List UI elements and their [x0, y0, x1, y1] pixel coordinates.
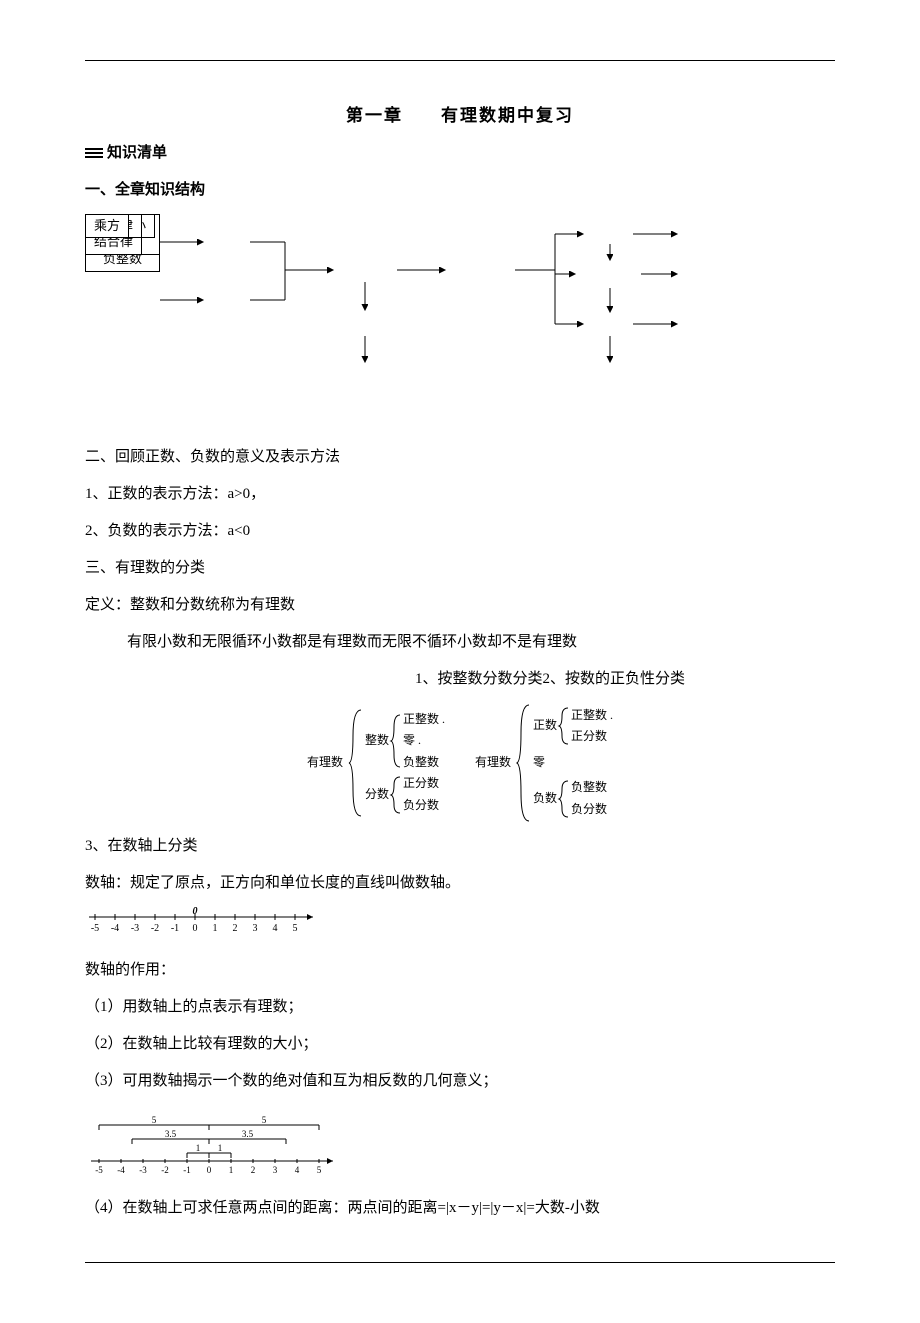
number-line-svg: -5 -4 -3 -2 -1 0 1 2 3 4 5 0	[85, 907, 325, 937]
s2-line1: 1、正数的表示方法：a>0，	[85, 481, 835, 508]
brace-pos: 正数	[533, 715, 557, 737]
knowledge-header: 知识清单	[85, 140, 835, 167]
svg-text:5: 5	[317, 1165, 322, 1175]
definition: 定义：整数和分数统称为有理数	[85, 592, 835, 619]
svg-text:-1: -1	[171, 923, 179, 934]
svg-text:-2: -2	[151, 923, 159, 934]
brace-int: 整数	[365, 730, 389, 752]
brace-int-neg: 负整数	[403, 752, 445, 774]
svg-text:-3: -3	[139, 1165, 147, 1175]
brace-neg-int: 负整数	[571, 777, 607, 799]
svg-text:0: 0	[193, 907, 198, 917]
flow-box-pow: 乘方	[85, 214, 129, 239]
svg-text:-5: -5	[95, 1165, 103, 1175]
svg-text:4: 4	[295, 1165, 300, 1175]
brace-frac: 分数	[365, 784, 389, 806]
svg-text:3.5: 3.5	[165, 1129, 177, 1139]
brace-icon	[515, 703, 533, 823]
svg-text:-1: -1	[183, 1165, 191, 1175]
use-2: （2）在数轴上比较有理数的大小；	[85, 1031, 835, 1058]
svg-text:2: 2	[233, 923, 238, 934]
svg-text:1: 1	[218, 1143, 223, 1153]
brace-icon	[557, 779, 571, 819]
classification-braces: 有理数 整数 正整数 . 零 . 负整数 分数 正分数 负分数	[85, 703, 835, 823]
class-heading: 1、按整数分数分类2、按数的正负性分类	[85, 666, 835, 693]
page-title: 第一章 有理数期中复习	[85, 101, 835, 132]
svg-text:5: 5	[262, 1115, 267, 1125]
svg-text:-4: -4	[111, 923, 119, 934]
brace-frac-neg: 负分数	[403, 795, 439, 817]
brace-by-int-frac: 有理数 整数 正整数 . 零 . 负整数 分数 正分数 负分数	[307, 703, 445, 823]
svg-text:0: 0	[193, 923, 198, 934]
use-1: （1）用数轴上的点表示有理数；	[85, 994, 835, 1021]
brace-int-pos: 正整数 .	[403, 709, 445, 731]
brace-frac-pos: 正分数	[403, 773, 439, 795]
section-2-heading: 二、回顾正数、负数的意义及表示方法	[85, 444, 835, 471]
brace-pos-int: 正整数 .	[571, 705, 613, 727]
brace-icon	[389, 713, 403, 769]
svg-text:0: 0	[207, 1165, 212, 1175]
s3-line3: 3、在数轴上分类	[85, 833, 835, 860]
svg-text:5: 5	[152, 1115, 157, 1125]
use-3: （3）可用数轴揭示一个数的绝对值和互为相反数的几何意义；	[85, 1068, 835, 1095]
brace-root-1: 有理数	[307, 752, 347, 774]
bottom-rule	[85, 1262, 835, 1263]
svg-text:-5: -5	[91, 923, 99, 934]
definition-2: 有限小数和无限循环小数都是有理数而无限不循环小数却不是有理数	[85, 629, 835, 656]
number-line-figure: -5 -4 -3 -2 -1 0 1 2 3 4 5 0	[85, 907, 835, 947]
brace-zero: 零	[533, 748, 613, 778]
svg-text:3: 3	[273, 1165, 278, 1175]
svg-text:-4: -4	[117, 1165, 125, 1175]
use-4: （4）在数轴上可求任意两点间的距离：两点间的距离=|x－y|=|y－x|=大数-…	[85, 1195, 835, 1222]
s2-line2: 2、负数的表示方法：a<0	[85, 518, 835, 545]
hamburger-icon	[85, 146, 103, 160]
brace-pos-frac: 正分数	[571, 726, 613, 748]
svg-text:1: 1	[213, 923, 218, 934]
brace-by-sign: 有理数 正数 正整数 . 正分数 零 负数 负整数 负分数	[475, 703, 613, 823]
svg-text:5: 5	[293, 923, 298, 934]
section-1-heading: 一、全章知识结构	[85, 177, 835, 204]
knowledge-label: 知识清单	[107, 140, 167, 167]
top-rule	[85, 60, 835, 61]
svg-text:-3: -3	[131, 923, 139, 934]
svg-text:3: 3	[253, 923, 258, 934]
svg-text:4: 4	[273, 923, 278, 934]
brace-neg-frac: 负分数	[571, 799, 607, 821]
brace-icon	[389, 775, 403, 815]
brace-neg: 负数	[533, 788, 557, 810]
svg-text:1: 1	[229, 1165, 234, 1175]
numline-def: 数轴：规定了原点，正方向和单位长度的直线叫做数轴。	[85, 870, 835, 897]
svg-text:3.5: 3.5	[242, 1129, 254, 1139]
brace-int-zero: 零 .	[403, 730, 445, 752]
flowchart-arrows	[85, 214, 845, 414]
section-3-heading: 三、有理数的分类	[85, 555, 835, 582]
flowchart: 正整数 0 负整数 正分数 负分数 整数 分数 有理数 数轴 比较大小 有理数 …	[85, 214, 835, 414]
brace-icon	[557, 706, 571, 746]
svg-text:-2: -2	[161, 1165, 169, 1175]
brace-root-2: 有理数	[475, 752, 515, 774]
svg-text:2: 2	[251, 1165, 256, 1175]
number-line-brackets-figure: -5 -4 -3 -2 -1 0 1 2 3 4 5 5 3.5 1 1 3.5 5	[85, 1105, 835, 1185]
brace-icon	[347, 708, 365, 818]
svg-text:1: 1	[196, 1143, 201, 1153]
number-line-2-svg: -5 -4 -3 -2 -1 0 1 2 3 4 5 5 3.5 1 1 3.5 5	[85, 1105, 345, 1175]
numline-use-heading: 数轴的作用：	[85, 957, 835, 984]
